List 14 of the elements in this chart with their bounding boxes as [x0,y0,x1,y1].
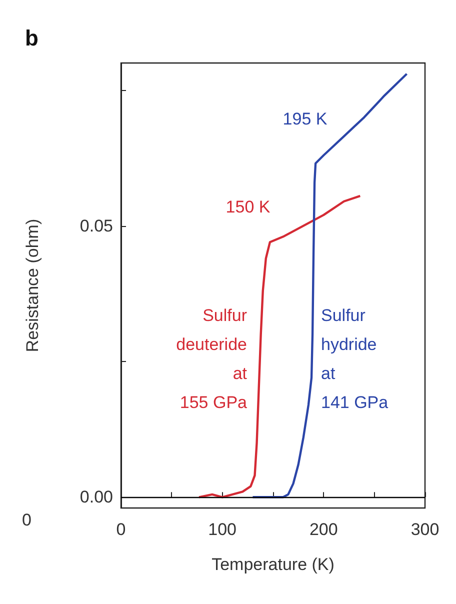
y-axis-title: Resistance (ohm) [23,218,42,352]
annotation: Sulfur deuteride at 155 GPa [176,306,248,412]
annotation: Sulfur hydride at 141 GPa [321,306,389,412]
y-tick-label: 0.00 [80,488,113,507]
x-tick-label: 0 [116,520,126,539]
x-tick-label: 100 [208,520,237,539]
x-tick-label: 300 [410,520,440,539]
annotation: 150 K [226,198,271,216]
x-tick-label: 200 [309,520,338,539]
chart-title: b [25,26,38,50]
line-series [252,72,408,498]
y-tick-label: 0.05 [80,216,113,236]
annotation: 195 K [282,110,328,128]
x-axis-title: Temperature (K) [212,555,334,574]
